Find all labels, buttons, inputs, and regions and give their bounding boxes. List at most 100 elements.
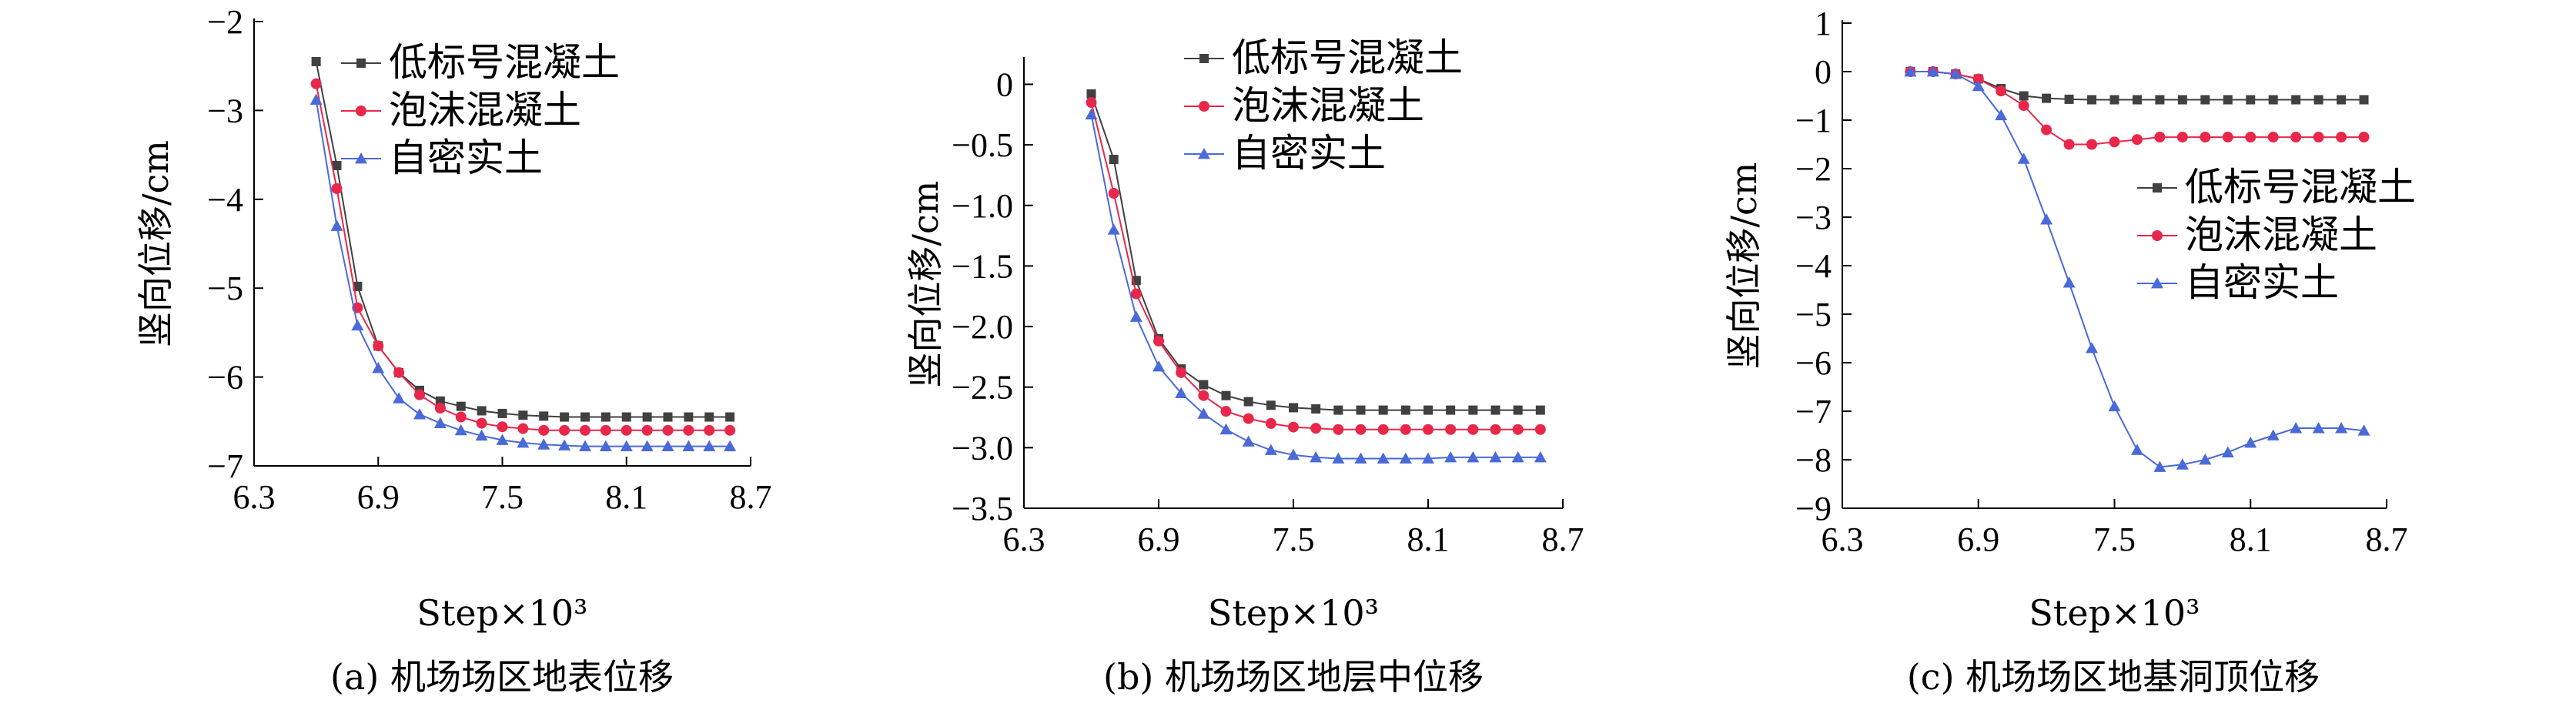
y-tick-label: −4	[1795, 247, 1832, 285]
data-point	[2086, 342, 2099, 353]
data-point	[1153, 360, 1165, 372]
data-point	[2130, 444, 2143, 455]
legend-marker	[2152, 230, 2163, 241]
data-point	[1949, 68, 1962, 79]
data-point	[434, 402, 446, 414]
data-point	[580, 424, 590, 436]
legend-label: 低标号混凝土	[389, 40, 620, 85]
data-point	[2042, 93, 2052, 103]
y-tick-label: −5	[1795, 296, 1832, 333]
legend-label: 泡沫混凝土	[389, 88, 581, 132]
data-point	[2200, 132, 2211, 143]
x-tick-label: 6.9	[357, 478, 400, 516]
y-tick-label: −6	[1795, 344, 1832, 382]
data-point	[2176, 458, 2189, 470]
data-point	[599, 440, 612, 452]
x-tick-label: 6.3	[1822, 521, 1864, 558]
data-point	[454, 424, 467, 436]
data-point	[1243, 397, 1253, 407]
data-point	[579, 440, 591, 452]
y-tick-label: −7	[207, 447, 243, 485]
data-point	[1333, 405, 1343, 415]
data-point	[641, 424, 653, 436]
data-point	[2109, 95, 2119, 105]
legend-label: 低标号混凝土	[2185, 165, 2416, 209]
x-tick-label: 8.7	[730, 478, 772, 516]
x-tick-label: 6.9	[1138, 521, 1180, 558]
data-point	[2019, 91, 2029, 101]
data-point	[1242, 435, 1255, 447]
data-point	[1289, 403, 1298, 413]
data-point	[2335, 422, 2348, 434]
data-point	[476, 417, 487, 429]
legend-marker	[356, 105, 366, 116]
y-tick-label: −6	[207, 359, 243, 397]
data-point	[1355, 424, 1367, 435]
legend-marker	[2151, 277, 2163, 289]
data-point	[2017, 152, 2030, 164]
data-point	[1310, 450, 1323, 463]
data-point	[1422, 452, 1434, 464]
data-point	[1996, 85, 2007, 97]
data-point	[704, 424, 715, 436]
data-point	[2223, 95, 2233, 105]
data-point	[559, 424, 570, 436]
y-tick-label: −2.5	[952, 369, 1013, 407]
data-point	[330, 219, 343, 231]
y-axis-label: 竖向位移/cm	[905, 181, 946, 388]
data-point	[683, 424, 694, 436]
data-point	[2313, 132, 2324, 143]
data-point	[539, 411, 549, 421]
data-point	[1534, 450, 1547, 463]
data-point	[538, 424, 550, 436]
legend-marker	[1199, 54, 1209, 63]
data-point	[704, 412, 714, 422]
x-tick-label: 8.7	[1542, 521, 1584, 558]
data-point	[1423, 424, 1434, 435]
data-point	[2018, 100, 2029, 112]
series-circle	[1086, 97, 1546, 435]
data-point	[1467, 450, 1480, 463]
data-point	[2222, 132, 2233, 143]
y-axis-label: 竖向位移/cm	[1723, 162, 1765, 370]
data-point	[1153, 335, 1164, 347]
data-point	[1423, 405, 1433, 415]
data-point	[475, 429, 488, 441]
data-point	[537, 438, 550, 450]
data-point	[2312, 422, 2325, 434]
data-point	[2357, 424, 2370, 436]
legend-label: 泡沫混凝土	[2185, 213, 2377, 257]
data-point	[1288, 421, 1299, 433]
data-point	[2267, 132, 2279, 143]
data-point	[1311, 404, 1321, 414]
data-point	[601, 412, 611, 422]
x-tick-label: 8.1	[2230, 521, 2272, 558]
data-point	[1086, 89, 1096, 99]
data-point	[1310, 423, 1322, 434]
data-point	[1266, 400, 1276, 410]
data-point	[2155, 95, 2165, 105]
data-point	[311, 56, 321, 66]
x-tick-label: 8.1	[1407, 521, 1450, 558]
data-point	[1511, 450, 1524, 463]
data-point	[621, 412, 631, 422]
data-point	[2199, 454, 2212, 465]
x-tick-label: 8.1	[605, 478, 647, 516]
data-point	[2154, 132, 2166, 143]
data-point	[413, 408, 426, 420]
data-point	[1378, 405, 1388, 415]
x-axis-label: Step×10³	[1208, 592, 1379, 634]
y-tick-label: −3.5	[952, 490, 1013, 527]
y-tick-label: −2	[207, 3, 243, 41]
data-point	[724, 440, 737, 452]
data-point	[1534, 424, 1546, 435]
data-point	[2290, 132, 2302, 143]
data-point	[497, 408, 507, 418]
series-square	[1905, 67, 2369, 105]
data-point	[1513, 405, 1523, 415]
data-point	[1400, 424, 1411, 435]
data-point	[1109, 154, 1119, 164]
legend-marker	[355, 152, 367, 164]
data-point	[1108, 188, 1119, 199]
data-point	[724, 424, 736, 436]
